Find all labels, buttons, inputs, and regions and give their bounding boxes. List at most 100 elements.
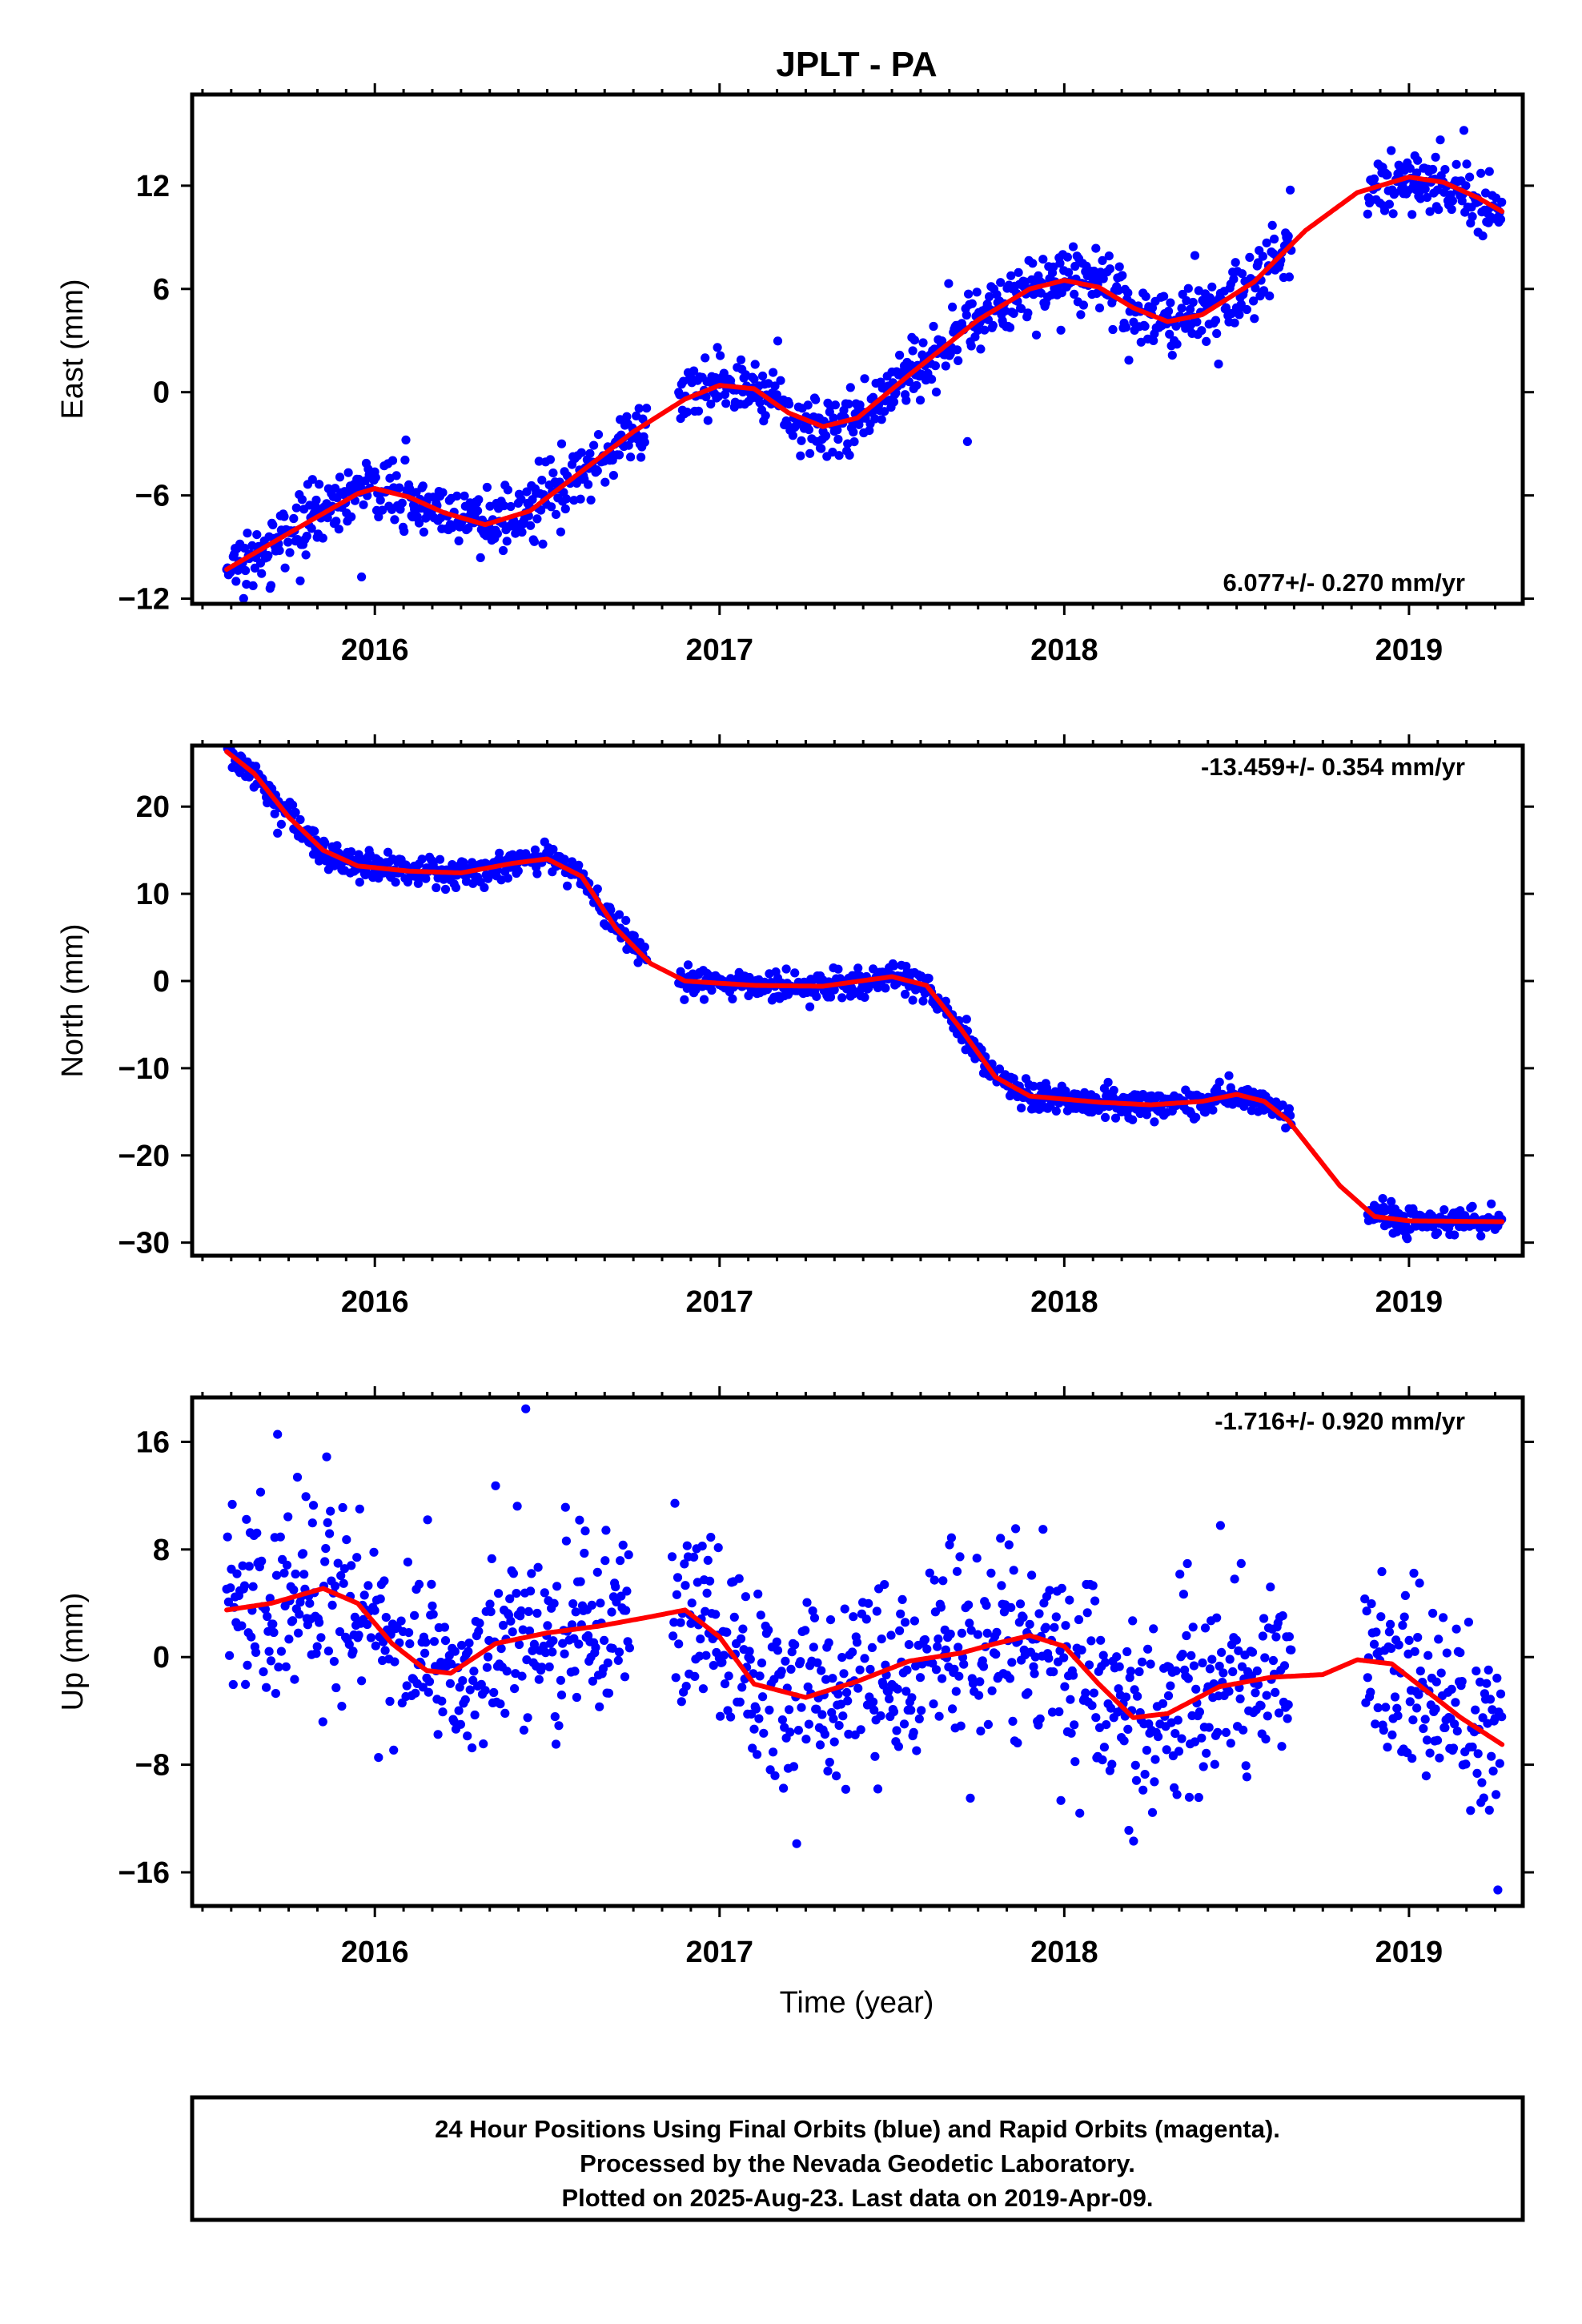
up-data-point bbox=[697, 1542, 707, 1551]
east-data-point bbox=[1478, 231, 1488, 241]
up-data-point bbox=[482, 1663, 492, 1672]
up-data-point bbox=[574, 1639, 584, 1649]
up-data-point bbox=[892, 1726, 901, 1735]
up-data-point bbox=[438, 1707, 448, 1717]
up-data-point bbox=[447, 1659, 456, 1669]
up-data-point bbox=[1488, 1767, 1498, 1776]
east-data-point bbox=[915, 396, 926, 405]
east-data-point bbox=[1379, 206, 1390, 215]
east-data-point bbox=[331, 517, 341, 526]
up-data-point bbox=[1060, 1682, 1070, 1691]
east-data-point bbox=[1422, 192, 1432, 203]
north-data-point bbox=[480, 883, 489, 892]
east-data-point bbox=[1017, 304, 1026, 313]
up-data-point bbox=[268, 1619, 278, 1629]
up-data-point bbox=[1371, 1719, 1380, 1729]
up-data-point bbox=[1497, 1712, 1507, 1722]
up-data-point bbox=[1225, 1655, 1235, 1664]
east-data-point bbox=[930, 361, 940, 371]
east-data-point bbox=[642, 404, 652, 413]
east-data-point bbox=[952, 345, 962, 355]
east-data-point bbox=[248, 581, 258, 591]
up-data-point bbox=[925, 1568, 934, 1578]
up-data-point bbox=[701, 1651, 711, 1660]
east-data-point bbox=[788, 431, 798, 440]
up-data-point bbox=[1468, 1742, 1477, 1752]
up-data-point bbox=[1030, 1652, 1040, 1662]
up-data-point bbox=[508, 1569, 519, 1578]
up-data-point bbox=[722, 1627, 732, 1637]
up-data-point bbox=[1421, 1771, 1431, 1781]
north-data-point bbox=[295, 814, 305, 825]
east-data-point bbox=[1267, 220, 1277, 230]
up-data-point bbox=[1274, 1708, 1284, 1718]
up-y-tick-label: −16 bbox=[118, 1856, 170, 1890]
up-data-point bbox=[1435, 1753, 1444, 1763]
north-data-point bbox=[291, 807, 300, 818]
east-x-tick-label: 2017 bbox=[685, 633, 753, 667]
up-data-point bbox=[1102, 1720, 1111, 1730]
east-data-point bbox=[1055, 259, 1065, 268]
up-data-point bbox=[464, 1638, 474, 1648]
up-data-point bbox=[914, 1714, 924, 1723]
up-data-point bbox=[508, 1627, 517, 1637]
north-data-point bbox=[707, 985, 717, 995]
up-data-point bbox=[263, 1611, 272, 1622]
up-data-point bbox=[404, 1628, 414, 1638]
up-data-point bbox=[705, 1576, 715, 1586]
up-data-point bbox=[1004, 1540, 1014, 1550]
up-data-point bbox=[354, 1630, 363, 1640]
up-data-point bbox=[1066, 1695, 1075, 1704]
east-data-point bbox=[517, 527, 527, 537]
east-data-point bbox=[334, 525, 343, 534]
up-data-point bbox=[225, 1651, 235, 1660]
up-data-point bbox=[1448, 1743, 1459, 1753]
north-data-point bbox=[1191, 1112, 1201, 1122]
up-data-point bbox=[603, 1658, 612, 1668]
up-data-point bbox=[1207, 1655, 1217, 1664]
up-data-point bbox=[841, 1784, 850, 1794]
north-data-point bbox=[621, 915, 631, 925]
up-data-point bbox=[1013, 1738, 1022, 1747]
up-data-point bbox=[991, 1650, 1001, 1659]
up-data-point bbox=[468, 1743, 477, 1753]
east-data-point bbox=[1140, 321, 1150, 331]
up-data-point bbox=[821, 1675, 831, 1684]
up-data-point bbox=[601, 1526, 611, 1535]
up-data-point bbox=[720, 1679, 730, 1689]
east-data-point bbox=[1363, 209, 1372, 219]
east-data-point bbox=[239, 543, 250, 553]
up-data-point bbox=[1061, 1621, 1070, 1630]
east-data-point bbox=[266, 581, 276, 590]
up-data-point bbox=[357, 1676, 367, 1686]
up-data-point bbox=[618, 1540, 628, 1550]
north-data-point bbox=[1101, 1112, 1110, 1122]
north-data-point bbox=[574, 860, 584, 870]
up-data-point bbox=[966, 1626, 976, 1635]
east-data-point bbox=[844, 399, 853, 409]
east-data-point bbox=[996, 278, 1006, 287]
north-data-point bbox=[629, 931, 639, 941]
up-data-point bbox=[1174, 1747, 1184, 1756]
up-data-point bbox=[445, 1679, 456, 1688]
east-data-point bbox=[275, 545, 284, 556]
up-data-point bbox=[1425, 1748, 1435, 1758]
up-data-point bbox=[1457, 1677, 1467, 1687]
east-data-point bbox=[1105, 264, 1114, 274]
up-data-point bbox=[1035, 1714, 1045, 1723]
up-data-point bbox=[600, 1635, 609, 1645]
north-data-point bbox=[1247, 1106, 1256, 1116]
north-data-point bbox=[1239, 1101, 1249, 1112]
up-data-point bbox=[753, 1750, 762, 1759]
up-data-point bbox=[600, 1556, 610, 1566]
north-data-point bbox=[288, 800, 298, 810]
east-data-point bbox=[302, 531, 311, 541]
east-data-point bbox=[1190, 251, 1200, 260]
up-data-point bbox=[946, 1533, 956, 1542]
north-data-point bbox=[355, 878, 364, 887]
up-data-point bbox=[681, 1682, 691, 1691]
east-panel: 2016 2017 2018 2019 −12 −6 0 6 12 East (mm) 6.077+… bbox=[56, 83, 1534, 667]
east-data-point bbox=[962, 310, 971, 320]
east-data-point bbox=[1251, 283, 1260, 293]
east-data-point bbox=[769, 368, 778, 377]
